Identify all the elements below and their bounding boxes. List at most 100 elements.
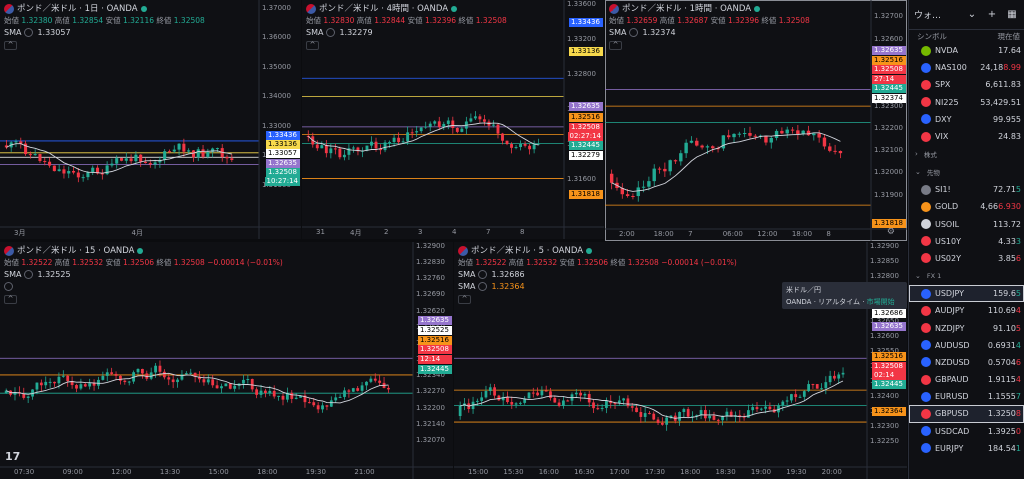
candle-body[interactable] [143,161,148,164]
price-tag[interactable]: 27:14 [872,74,906,84]
watchlist-row-vix[interactable]: VIX 24.83 [909,128,1024,145]
candle-body[interactable] [119,158,124,161]
eye-icon[interactable] [629,28,639,37]
eye-icon[interactable] [478,282,488,291]
layout-icon[interactable]: ▦ [1007,9,1017,20]
price-tag[interactable]: 1.31818 [569,189,603,199]
symbol-title[interactable]: ポンド／米ドル · 15 · OANDA [17,246,135,256]
price-tag[interactable]: 1.33136 [569,47,603,57]
collapse-icon[interactable]: ^ [4,41,17,50]
watchlist-row-audjpy[interactable]: AUDJPY 110.694 [909,302,1024,319]
candle-body[interactable] [14,141,18,143]
collapse-icon[interactable]: ^ [609,41,622,50]
candle-body[interactable] [841,372,845,375]
candle-body[interactable] [785,129,789,134]
candle-body[interactable] [189,372,193,374]
candle-body[interactable] [505,140,509,145]
candle-body[interactable] [100,173,104,175]
candle-body[interactable] [801,130,805,134]
watchlist-row-gbpaud[interactable]: GBPAUD 1.91154 [909,371,1024,388]
candle-body[interactable] [294,397,298,399]
candle-body[interactable] [553,397,557,403]
price-tag[interactable]: 02:27:14 [567,131,603,141]
sma-indicator[interactable]: SMA 1.32279 [306,28,373,37]
price-tag[interactable]: 1.32508 [872,65,906,75]
candle-body[interactable] [415,131,419,133]
candle-body[interactable] [13,392,17,395]
eye-off-icon[interactable] [4,282,13,291]
price-tag[interactable]: 02:14 [872,371,906,381]
candle-body[interactable] [493,387,496,396]
candle-body[interactable] [202,379,206,383]
collapse-icon[interactable]: ^ [4,295,17,304]
candle-body[interactable] [303,395,307,403]
candle-body[interactable] [433,121,437,124]
candle-body[interactable] [669,415,673,418]
col-symbol[interactable]: シンボル [917,31,947,41]
candle-body[interactable] [206,151,210,157]
candle-body[interactable] [281,395,285,400]
candle-body[interactable] [514,403,518,405]
candle-body[interactable] [531,392,535,394]
price-tag[interactable]: 1.32279 [569,151,603,161]
watchlist-row-usdjpy[interactable]: USDJPY 159.65 [909,285,1024,303]
candle-body[interactable] [110,372,114,374]
candle-body[interactable] [796,130,800,134]
candle-body[interactable] [510,402,514,405]
candle-body[interactable] [630,406,634,408]
candle-body[interactable] [774,130,779,138]
candle-body[interactable] [149,372,153,379]
candle-body[interactable] [711,146,715,149]
watchlist-row-gbpusd[interactable]: GBPUSD 1.32508 [909,405,1024,423]
candle-body[interactable] [635,407,638,413]
watchlist-row-usoil[interactable]: USOIL 113.72 [909,216,1024,233]
sma-line[interactable] [460,380,844,419]
candle-body[interactable] [802,391,806,397]
price-tag[interactable]: 1.32508 [872,361,906,371]
candle-body[interactable] [163,151,167,160]
candle-body[interactable] [329,148,333,154]
price-tag[interactable]: 1.32374 [872,94,906,103]
candle-body[interactable] [532,144,536,150]
candle-body[interactable] [700,145,704,148]
candle-body[interactable] [215,385,219,389]
candle-body[interactable] [365,145,369,151]
candle-body[interactable] [158,365,162,372]
candle-body[interactable] [123,380,127,383]
candle-body[interactable] [712,415,716,420]
eye-icon[interactable] [24,270,34,279]
candle-body[interactable] [497,395,501,401]
candle-body[interactable] [19,141,23,144]
eye-icon[interactable] [326,28,336,37]
candle-body[interactable] [57,376,61,384]
candle-body[interactable] [321,405,324,410]
candle-body[interactable] [347,148,351,155]
tradingview-logo[interactable]: 17 [5,450,21,463]
watchlist-row-dxy[interactable]: DXY 99.955 [909,111,1024,128]
candle-body[interactable] [528,145,532,150]
price-chart[interactable] [0,0,301,239]
candle-body[interactable] [410,132,414,134]
candle-body[interactable] [769,137,773,143]
candle-body[interactable] [514,147,518,149]
eye-icon[interactable] [24,28,34,37]
candle-body[interactable] [622,398,626,401]
candle-body[interactable] [360,385,364,391]
candle-body[interactable] [76,172,80,178]
candle-body[interactable] [519,402,522,404]
sma-indicator[interactable]: SMA 1.32686 [458,270,525,279]
candle-body[interactable] [469,118,473,122]
candle-body[interactable] [660,422,664,425]
candle-body[interactable] [52,165,56,172]
candle-body[interactable] [48,381,52,383]
candle-body[interactable] [689,140,694,143]
candle-body[interactable] [837,374,841,379]
candle-body[interactable] [201,149,205,157]
candle-body[interactable] [484,391,488,398]
candle-body[interactable] [167,151,172,153]
candle-body[interactable] [537,143,541,145]
candle-body[interactable] [686,409,690,417]
candle-body[interactable] [527,392,531,399]
candle-body[interactable] [406,132,410,142]
candle-body[interactable] [140,368,144,374]
